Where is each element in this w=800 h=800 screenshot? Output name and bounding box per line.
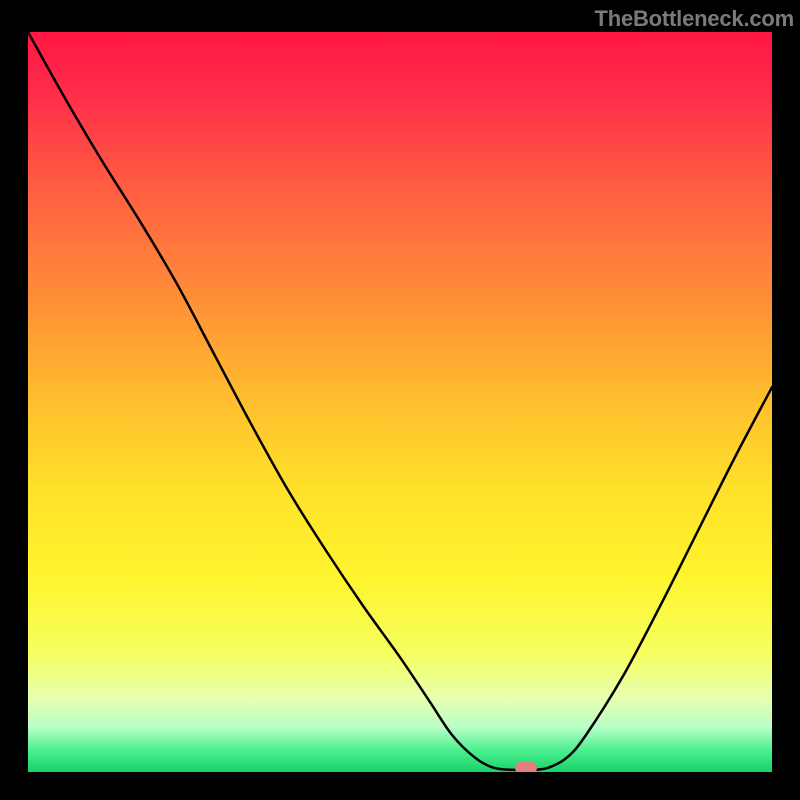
frame-border-left [0, 0, 28, 800]
optimum-marker [515, 762, 537, 772]
chart-frame: TheBottleneck.com [0, 0, 800, 800]
frame-border-right [772, 0, 800, 800]
gradient-background [28, 32, 772, 772]
watermark-text: TheBottleneck.com [594, 6, 794, 32]
frame-border-bottom [0, 772, 800, 800]
gradient-rect [28, 32, 772, 772]
plot-area [28, 32, 772, 772]
